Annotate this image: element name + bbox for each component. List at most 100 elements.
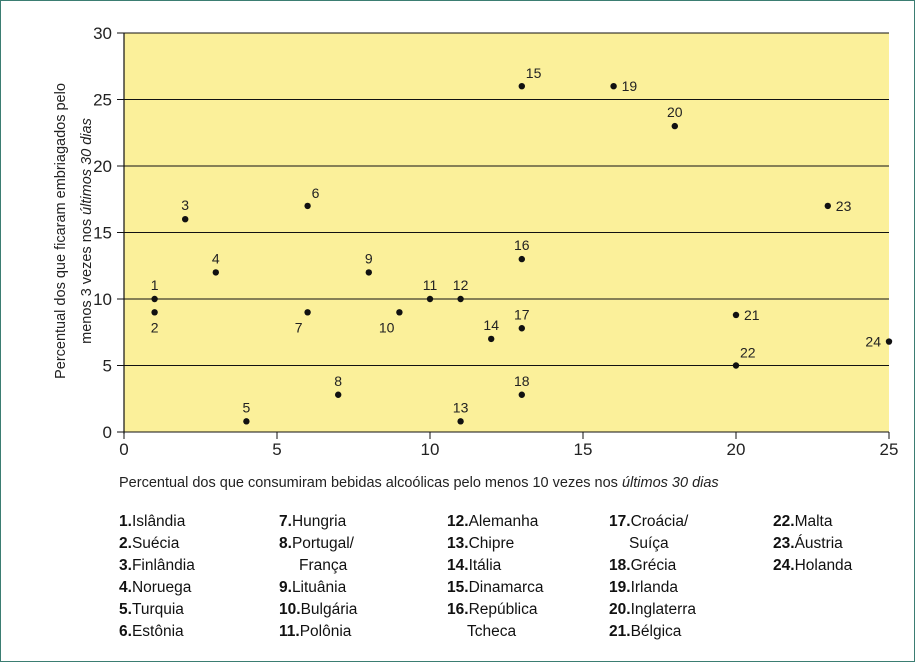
legend-item: 7.Hungria (279, 511, 357, 533)
x-tick-label: 15 (574, 440, 593, 459)
legend-item-number: 15. (447, 579, 469, 596)
data-point (457, 418, 464, 425)
legend-item-number: 16. (447, 601, 469, 618)
legend-item-name: Turquia (131, 601, 184, 618)
legend-item-number: 2. (119, 535, 132, 552)
data-point (824, 202, 831, 210)
y-tick-label: 10 (93, 290, 112, 309)
legend-item: 18.Grécia (609, 555, 696, 577)
data-point-label: 9 (365, 250, 373, 266)
legend-item-name: Bélgica (630, 623, 682, 640)
legend-item: 9.Lituânia (279, 577, 357, 599)
x-tick-label: 0 (119, 440, 128, 459)
data-point (304, 202, 311, 210)
legend-item-continuation: Tcheca (467, 623, 517, 640)
legend-item-name: Itália (468, 557, 502, 574)
legend-item-name: Áustria (794, 535, 843, 552)
legend-item: 23.Áustria (773, 533, 852, 555)
legend-item-number: 24. (773, 557, 795, 574)
legend-item-number: 20. (609, 601, 631, 618)
legend-item: 21.Bélgica (609, 621, 696, 643)
legend-item-name: Inglaterra (630, 601, 697, 618)
legend-item: 20.Inglaterra (609, 599, 696, 621)
data-point-label: 13 (453, 399, 469, 415)
data-point-label: 24 (865, 334, 881, 350)
legend-item: 14.Itália (447, 555, 544, 577)
data-point (457, 295, 464, 303)
legend-item: 10.Bulgária (279, 599, 357, 621)
data-point (426, 295, 434, 303)
data-point (182, 216, 189, 223)
legend-item: 6.Estônia (119, 621, 195, 643)
data-point (671, 122, 678, 130)
legend-item-name: Irlanda (630, 579, 678, 596)
data-point-label: 20 (667, 104, 683, 120)
y-tick-label: 15 (93, 224, 112, 243)
legend-item-number: 6. (119, 623, 132, 640)
legend-item-name: Estônia (131, 623, 184, 640)
legend-item-name: Croácia/ (630, 513, 689, 530)
legend-column: 17.Croácia/Suíça 18.Grécia 19.Irlanda 20.In… (609, 511, 696, 643)
legend-column: 7.Hungria 8.Portugal/França 9.Lituânia 10.B… (279, 511, 357, 643)
data-point (885, 338, 893, 345)
data-point-label: 22 (740, 345, 756, 361)
x-tick-label: 25 (880, 440, 899, 459)
legend-item: 22.Malta (773, 511, 852, 533)
legend-item-name: Noruega (131, 579, 192, 596)
legend-item-name: Dinamarca (468, 579, 544, 596)
data-point (365, 269, 372, 276)
legend-item: 2.Suécia (119, 533, 195, 555)
legend-item-name: Islândia (131, 513, 186, 530)
data-point-label: 7 (295, 319, 303, 335)
legend-item-number: 21. (609, 623, 631, 640)
data-point (518, 325, 525, 332)
data-point (488, 335, 495, 343)
data-point (518, 391, 525, 398)
legend-item: 11.Polônia (279, 621, 357, 643)
legend-item-name: Finlândia (131, 557, 195, 574)
legend-item: 4.Noruega (119, 577, 195, 599)
legend-item: 15.Dinamarca (447, 577, 544, 599)
legend-item: 17.Croácia/ (609, 511, 696, 533)
data-point (732, 311, 740, 319)
data-point-label: 18 (514, 373, 530, 389)
data-point (212, 269, 219, 276)
data-point-label: 1 (151, 277, 159, 293)
data-point-label: 8 (334, 373, 342, 389)
legend-item-name: Bulgária (300, 601, 358, 618)
data-point (518, 83, 525, 90)
legend-item: 12.Alemanha (447, 511, 544, 533)
data-point (243, 418, 250, 425)
legend-item-name: Suécia (131, 535, 180, 552)
legend-item: 5.Turquia (119, 599, 195, 621)
data-point-label: 12 (453, 277, 469, 293)
data-point (610, 83, 617, 90)
legend-item-number: 11. (279, 623, 300, 640)
legend-item-number: 1. (119, 513, 132, 530)
legend-item: 8.Portugal/ (279, 533, 357, 555)
legend-item-number: 23. (773, 535, 795, 552)
legend-item-name: Malta (794, 513, 833, 530)
legend-column: 1.Islândia 2.Suécia 3.Finlândia 4.Noruega 5.… (119, 511, 195, 643)
y-tick-label: 20 (93, 157, 112, 176)
data-point-label: 14 (483, 317, 499, 333)
x-axis-title-main: Percentual dos que consumiram bebidas al… (119, 475, 622, 491)
legend-item-number: 8. (279, 535, 292, 552)
legend-item-number: 22. (773, 513, 795, 530)
legend-item-name: Polônia (299, 623, 352, 640)
legend-item-name: Holanda (794, 557, 853, 574)
y-axis-title: Percentual dos que ficaram embriagados p… (48, 83, 100, 379)
legend-item-number: 12. (447, 513, 469, 530)
y-tick-label: 30 (93, 24, 112, 43)
y-axis-title-line2-italic: últimos 30 dias (79, 118, 95, 215)
legend-item-continuation: Suíça (629, 535, 669, 552)
legend-item-name: Alemanha (468, 513, 539, 530)
legend-item: 24.Holanda (773, 555, 852, 577)
data-point (396, 309, 403, 316)
data-point-label: 17 (514, 306, 530, 322)
legend-item: 13.Chipre (447, 533, 544, 555)
legend-item-number: 7. (279, 513, 292, 530)
y-axis-title-line1: Percentual dos que ficaram embriagados p… (53, 83, 69, 379)
